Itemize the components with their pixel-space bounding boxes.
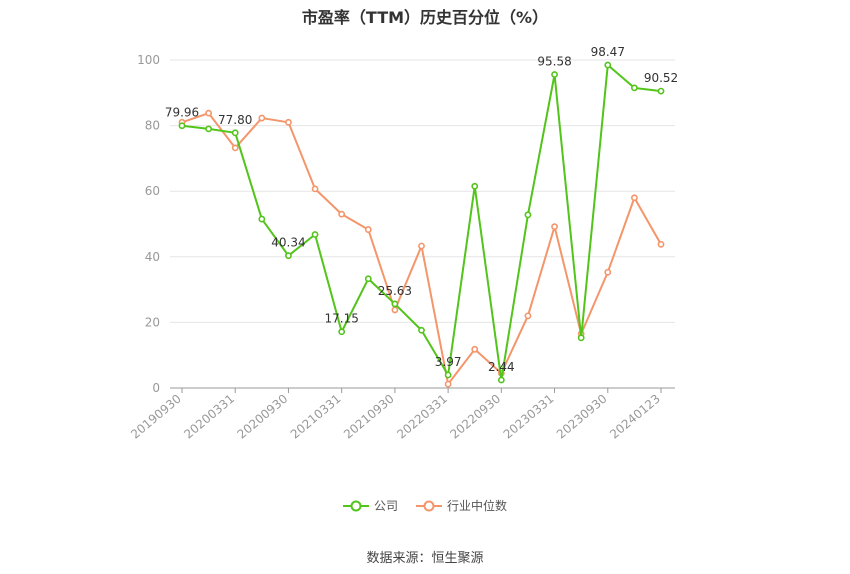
series-0-point-20220331 (444, 371, 452, 379)
data-labels: 79.96 77.80 40.34 17.15 25.63 3.97 2.44 95.58 98… (165, 45, 678, 374)
series-0-point-20211231 (418, 326, 425, 334)
series-0-point-20230331 (551, 71, 558, 78)
series-1-point-20210331 (338, 210, 346, 218)
series-1-point-20201231 (311, 185, 319, 193)
series-1-point-20210930 (391, 306, 399, 314)
data-label-20190930: 79.96 (165, 106, 199, 120)
series-0-point-20231231 (630, 84, 638, 92)
legend-company-marker-icon (342, 500, 369, 511)
legend-industry-marker-icon (416, 500, 442, 511)
data-label-20230331: 95.58 (537, 54, 571, 68)
series-0-point-20190930 (178, 122, 186, 130)
series-0-point-20200331 (231, 129, 239, 137)
series-0 (178, 61, 665, 384)
data-label-20210331: 17.15 (324, 312, 358, 326)
data-label-20200331: 77.80 (218, 113, 252, 127)
y-tick-label-80: 80 (145, 119, 160, 133)
legend-item-company[interactable]: 公司 (342, 497, 398, 514)
y-tick-label-40: 40 (145, 250, 160, 264)
y-tick-label-20: 20 (145, 315, 160, 329)
series-1-point-20240123 (657, 240, 665, 248)
data-label-20210930: 25.63 (378, 284, 412, 298)
series-0-point-20210630 (364, 275, 372, 283)
series-0-point-20240123 (657, 87, 665, 95)
x-tick-label-20190930: 20190930 (128, 392, 184, 442)
data-source: 数据来源：恒生聚源 (366, 551, 484, 566)
series-0-point-20210930 (391, 300, 399, 308)
legend-label-company: 公司 (373, 499, 398, 513)
series-1-point-20230930 (604, 268, 612, 276)
legend-item-industry-median[interactable]: 行业中位数 (416, 497, 507, 514)
data-label-20220930: 2.44 (488, 360, 515, 374)
series-0-point-20200630 (258, 215, 266, 223)
series-1-point-20231231 (630, 194, 638, 202)
series-1-point-20220630 (471, 345, 479, 353)
data-label-20220331: 3.97 (435, 355, 462, 369)
series-1 (178, 109, 665, 388)
x-tick-label-20220331: 20220331 (394, 392, 450, 442)
series-0-point-20221231 (524, 211, 532, 219)
data-label-20240123: 90.52 (644, 71, 678, 85)
series-1-point-20191231 (205, 109, 213, 117)
series-0-point-20220630 (471, 182, 479, 190)
y-tick-label-60: 60 (145, 184, 160, 198)
series-1-point-20210630 (364, 226, 372, 233)
series-1-point-20220331 (444, 380, 452, 388)
series-0-point-20201231 (311, 231, 319, 238)
x-tick-label-20200331: 20200331 (181, 392, 237, 442)
series-0-point-20210331 (338, 328, 346, 336)
x-tick-label-20200930: 20200930 (235, 392, 291, 442)
series-1-point-20200630 (258, 114, 266, 122)
x-tick-label-20210331: 20210331 (288, 392, 344, 442)
x-tick-label-20230930: 20230930 (554, 392, 610, 442)
x-tick-label-20220930: 20220930 (447, 392, 503, 442)
chart-title: 市盈率（TTM）历史百分位（%） (301, 8, 549, 27)
data-label-20200930: 40.34 (271, 236, 305, 250)
x-tick-label-20240123: 20240123 (607, 392, 663, 442)
series-0-point-20230930 (604, 61, 612, 69)
legend-label-industry-median: 行业中位数 (447, 499, 508, 513)
series-0-point-20200930 (285, 252, 292, 260)
series-1-point-20200331 (231, 144, 239, 152)
series-1-point-20200930 (285, 118, 292, 126)
data-label-20230930: 98.47 (591, 45, 625, 59)
series-0-point-20220930 (497, 376, 505, 384)
x-tick-label-20210930: 20210930 (341, 392, 397, 442)
series-1-point-20221231 (524, 312, 532, 320)
x-tick-label-20230331: 20230331 (501, 392, 557, 442)
series-0-point-20191231 (205, 125, 213, 133)
y-tick-label-100: 100 (137, 53, 160, 67)
y-tick-label-0: 0 (152, 381, 160, 395)
series-1-point-20211231 (418, 242, 425, 250)
series-layer (178, 61, 665, 388)
series-0-point-20230630 (577, 334, 585, 342)
series-1-point-20230331 (551, 223, 558, 231)
legend: 公司 行业中位数 (0, 497, 850, 514)
grid-lines (170, 59, 675, 323)
